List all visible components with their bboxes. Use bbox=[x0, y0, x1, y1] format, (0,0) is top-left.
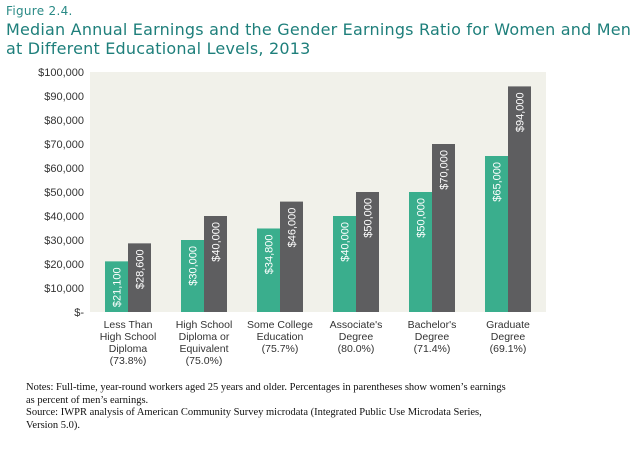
bar-value-label: $28,600 bbox=[135, 249, 147, 289]
bar-women bbox=[257, 228, 280, 312]
source-line-2: Version 5.0). bbox=[26, 419, 80, 431]
bar-men bbox=[128, 243, 151, 312]
x-category-label: Bachelor's bbox=[408, 319, 457, 331]
y-tick-label: $- bbox=[74, 307, 84, 319]
x-category-label: Less Than bbox=[104, 319, 153, 331]
y-tick-label: $20,000 bbox=[44, 259, 84, 271]
bar-men bbox=[280, 201, 303, 312]
bar-women bbox=[333, 216, 356, 312]
bar-women bbox=[485, 156, 508, 312]
x-category-label: (71.4%) bbox=[414, 343, 451, 355]
x-category-label: Degree bbox=[415, 331, 450, 343]
source-line-1: Source: IWPR analysis of American Commun… bbox=[26, 407, 482, 418]
figure-label: Figure 2.4. bbox=[6, 4, 73, 18]
x-category-label: (75.0%) bbox=[186, 355, 223, 367]
y-tick-label: $40,000 bbox=[44, 211, 84, 223]
bar-value-label: $21,100 bbox=[112, 267, 124, 307]
y-tick-label: $50,000 bbox=[44, 187, 84, 199]
bar-value-label: $70,000 bbox=[439, 150, 451, 190]
notes-block: Notes: Full-time, year-round workers age… bbox=[26, 382, 626, 432]
x-category-label: Associate's bbox=[330, 319, 383, 331]
bar-value-label: $94,000 bbox=[515, 92, 527, 132]
x-category-label: High School bbox=[100, 331, 157, 343]
x-category-label: Some College bbox=[247, 319, 313, 331]
x-category-label: (73.8%) bbox=[110, 355, 147, 367]
bar-value-label: $46,000 bbox=[287, 208, 299, 248]
notes-line-1: Notes: Full-time, year-round workers age… bbox=[26, 382, 506, 393]
bar-chart: $- $10,000 $20,000 $30,000 $40,000 $50,000 $60… bbox=[38, 67, 546, 367]
y-tick-label: $70,000 bbox=[44, 139, 84, 151]
bar-women bbox=[409, 192, 432, 312]
bar-value-label: $65,000 bbox=[492, 162, 504, 202]
x-category-label: Diploma bbox=[109, 343, 148, 355]
y-tick-label: $90,000 bbox=[44, 91, 84, 103]
plot-area bbox=[90, 72, 546, 312]
bar-value-label: $50,000 bbox=[416, 198, 428, 238]
bar-value-label: $30,000 bbox=[188, 246, 200, 286]
y-tick-label: $80,000 bbox=[44, 115, 84, 127]
notes-line-2: as percent of men’s earnings. bbox=[26, 394, 149, 406]
bar-value-label: $34,800 bbox=[264, 234, 276, 274]
x-category-label: Graduate bbox=[486, 319, 530, 331]
x-category-label: High School bbox=[176, 319, 233, 331]
bar-value-label: $40,000 bbox=[211, 222, 223, 262]
bar-women bbox=[105, 261, 128, 312]
bar-women bbox=[181, 240, 204, 312]
x-category-label: Degree bbox=[491, 331, 526, 343]
x-category-label: Degree bbox=[339, 331, 374, 343]
x-category-label: Education bbox=[257, 331, 304, 343]
y-tick-label: $100,000 bbox=[38, 67, 84, 79]
chart-title: Median Annual Earnings and the Gender Ea… bbox=[6, 20, 632, 58]
bar-men bbox=[204, 216, 227, 312]
bar-men bbox=[356, 192, 379, 312]
bar-value-label: $40,000 bbox=[340, 222, 352, 262]
bar-value-label: $50,000 bbox=[363, 198, 375, 238]
x-category-label: (75.7%) bbox=[262, 343, 299, 355]
y-tick-label: $10,000 bbox=[44, 283, 84, 295]
x-category-label: (69.1%) bbox=[490, 343, 527, 355]
bar-men bbox=[508, 86, 531, 313]
bar-men bbox=[432, 144, 455, 312]
y-tick-label: $30,000 bbox=[44, 235, 84, 247]
y-tick-label: $60,000 bbox=[44, 163, 84, 175]
x-category-label: (80.0%) bbox=[338, 343, 375, 355]
x-category-label: Diploma or bbox=[179, 331, 230, 343]
x-category-label: Equivalent bbox=[179, 343, 228, 355]
